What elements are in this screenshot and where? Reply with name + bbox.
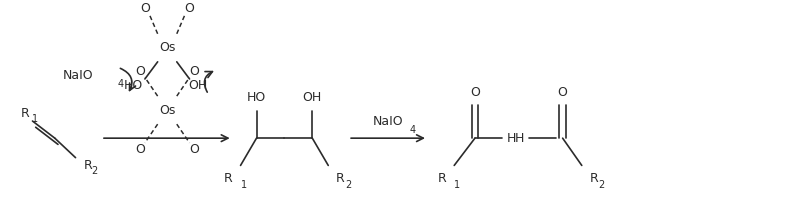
Text: HO: HO: [124, 79, 143, 92]
Text: O: O: [558, 87, 567, 99]
Text: O: O: [185, 2, 194, 15]
FancyArrowPatch shape: [120, 68, 135, 90]
Text: R: R: [224, 172, 233, 185]
Text: R: R: [438, 172, 446, 185]
Text: R: R: [590, 172, 598, 185]
Text: H: H: [515, 132, 524, 145]
Text: 2: 2: [91, 166, 98, 176]
Text: NaIO: NaIO: [63, 69, 94, 81]
Text: O: O: [140, 2, 150, 15]
Text: 4: 4: [410, 125, 416, 135]
Text: O: O: [470, 87, 480, 99]
Text: NaIO: NaIO: [373, 115, 403, 127]
Text: 4: 4: [118, 79, 124, 89]
Text: OH: OH: [188, 79, 207, 92]
Text: R: R: [83, 159, 92, 172]
Text: O: O: [135, 65, 145, 78]
Text: Os: Os: [159, 41, 175, 54]
Text: O: O: [135, 143, 145, 155]
Text: O: O: [190, 65, 199, 78]
Text: HO: HO: [247, 91, 266, 104]
FancyArrowPatch shape: [205, 72, 213, 92]
Text: O: O: [190, 143, 199, 155]
Text: 1: 1: [32, 114, 38, 124]
Text: 1: 1: [454, 180, 460, 190]
Text: R: R: [336, 172, 345, 185]
Text: 2: 2: [345, 180, 351, 190]
Text: 1: 1: [242, 180, 247, 190]
Text: Os: Os: [159, 104, 175, 117]
Text: R: R: [21, 107, 30, 120]
Text: OH: OH: [302, 91, 322, 104]
Text: 2: 2: [598, 180, 605, 190]
Text: H: H: [507, 132, 516, 145]
